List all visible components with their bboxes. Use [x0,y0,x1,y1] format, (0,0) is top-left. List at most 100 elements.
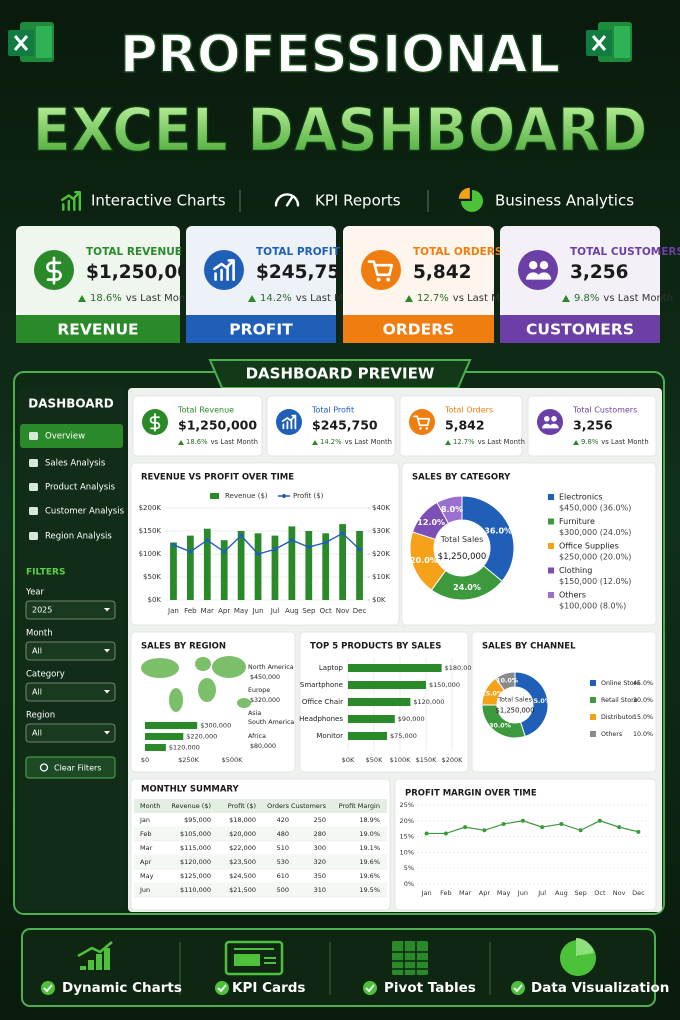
table-cell: 19.5% [359,886,380,894]
excel-x [13,35,29,51]
check-mark [217,984,227,993]
center-label: Total Sales [497,697,531,704]
bar [339,524,347,600]
icon-bar [88,960,94,970]
y2-tick-label: $10K [372,573,390,581]
legend-label: Distributor [601,714,635,721]
table-cell: 19.1% [359,844,380,852]
legend-detail: $450,000 (36.0%) [559,504,631,513]
bar [145,744,166,751]
bar [348,698,411,706]
kpi-change-value: 12.7% [417,293,449,304]
legend-label: Electronics [559,493,603,502]
table-cell: $21,500 [229,886,256,894]
table-title: MONTHLY SUMMARY [141,785,240,795]
line [173,532,361,555]
x-tick-label: $200K [442,756,464,764]
kpi-value: 3,256 [570,262,629,283]
card [399,395,523,457]
legend-swatch [210,493,219,499]
y2-tick-label: $30K [372,527,390,535]
kpi-footer [500,315,660,343]
feature-label: Business Analytics [495,192,634,210]
clear-filters-button[interactable] [25,756,116,779]
table-header-row [134,799,387,813]
map-region [141,658,179,678]
x-tick-label: Jun [252,607,264,615]
line-point [597,818,602,823]
icon-wheel [425,427,429,430]
slice-label: 20.0% [410,556,438,565]
table-cell: $22,000 [229,844,256,852]
mini-kpi-value: $245,750 [312,418,378,433]
line-point [559,821,564,826]
filter-dropdown[interactable] [25,723,116,743]
legend-value: 15.0% [633,714,653,721]
filter-dropdown[interactable] [25,682,116,702]
x-tick-label: Feb [184,607,197,615]
kpi-label: TOTAL PROFIT [256,246,341,258]
line [426,820,639,835]
card [130,462,400,626]
kpi-label: TOTAL REVENUE [86,246,182,258]
filter-dropdown[interactable] [25,600,116,620]
line-point [578,828,583,833]
legend-swatch [590,714,596,720]
line-point [272,547,277,552]
line-point [171,542,176,547]
dropdown-caret [104,731,110,735]
mini-kpi-change-value: 14.2% [320,438,342,446]
legend-label: Clothing [559,566,592,575]
up-arrow [445,440,451,445]
title-line-2: EXCEL DASHBOARD [33,96,648,166]
legend-label: Office Supplies [559,542,619,551]
icon [458,187,483,212]
table-cell: 510 [277,844,289,852]
mini-kpi-change-note: vs Last Month [345,438,392,446]
donut-slice [461,495,515,582]
line-point [636,829,641,834]
map-region [237,698,251,708]
table-cell: 19.0% [359,830,380,838]
icon-card-lines [234,948,276,964]
icon-head [529,261,538,270]
table-cell: $20,000 [229,830,256,838]
kpi-footer-label: REVENUE [57,321,138,339]
table-cell: 500 [277,886,289,894]
kpi-value: $245,750 [256,262,353,283]
mini-kpi-change-note: vs Last Month [478,438,525,446]
x-tick-label: Jul [270,607,280,615]
legend-swatch [548,567,554,574]
value-label: $220,000 [186,733,217,741]
x-tick-label: $50K [366,756,383,764]
up-arrow [178,440,184,445]
bar [145,722,198,729]
x-tick-label: Aug [555,889,568,897]
legend-swatch [548,592,554,598]
up-arrow [562,295,570,302]
icon-grid [392,941,428,975]
slice-label: 36.0% [484,526,512,535]
chart-title: PROFIT MARGIN OVER TIME [405,789,537,799]
center-value: $1,250,000 [438,552,487,562]
y-tick-label: 25% [400,801,414,809]
line-point [256,552,261,556]
icon [213,259,235,281]
table-cell: 250 [314,816,326,824]
table-cell: $125,000 [180,872,211,880]
legend-label: Revenue ($) [225,492,268,500]
filter-dropdown[interactable] [25,641,116,661]
filter-value: 2025 [32,606,52,615]
legend-label: Furniture [559,517,595,526]
mini-kpi-value: 3,256 [573,418,613,433]
icon-head [551,416,557,422]
legend-detail: $300,000 (24.0%) [559,528,631,537]
icon-wheel [419,427,422,430]
icon [149,413,161,432]
up-arrow [312,440,318,445]
filter-label: Year [25,588,45,598]
kpi-change-note: vs Last Month [126,293,196,304]
icon [367,260,394,282]
y-tick-label: 10% [400,848,414,856]
